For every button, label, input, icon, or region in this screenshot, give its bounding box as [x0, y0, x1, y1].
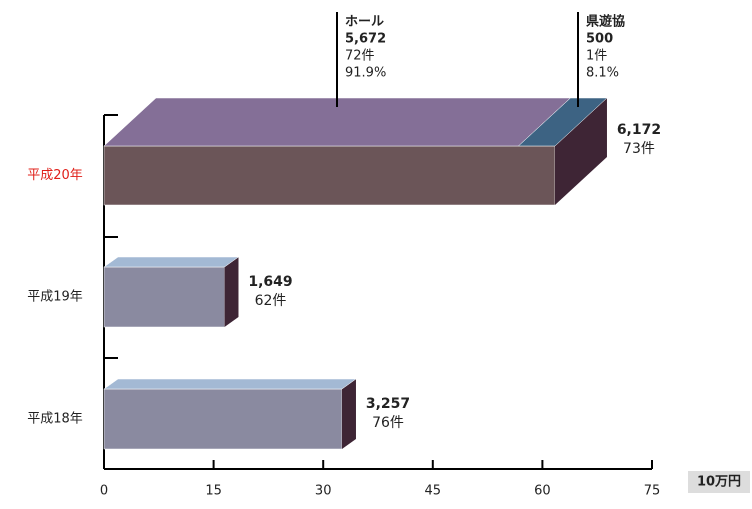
value-label: 1,649: [248, 274, 292, 290]
segment-name: ホール: [345, 15, 384, 30]
x-tick-label: 60: [534, 484, 551, 499]
value-label: 6,172: [617, 122, 661, 138]
category-label: 平成19年: [27, 290, 83, 305]
bar-side: [224, 257, 239, 327]
bar-front: [103, 145, 556, 206]
x-tick-label: 75: [644, 484, 661, 499]
segment-share: 91.9%: [345, 66, 386, 81]
segment-count: 72件: [345, 49, 375, 64]
segment-name: 県遊協: [586, 14, 625, 30]
bar-front: [103, 388, 343, 450]
value-label: 3,257: [366, 396, 410, 412]
bar-top: [103, 256, 240, 268]
bar-front: [103, 266, 225, 328]
segment-share: 8.1%: [586, 66, 619, 81]
segment-value-label: 5,672: [345, 32, 386, 47]
segment-value-label: 500: [586, 32, 613, 47]
category-label: 平成18年: [27, 412, 83, 427]
segment-count: 1件: [586, 49, 607, 64]
count-label: 76件: [372, 415, 404, 431]
x-tick-label: 30: [315, 484, 332, 499]
unit-box: [688, 471, 750, 493]
segment-top: [517, 97, 608, 147]
bar-side: [341, 379, 356, 449]
count-label: 73件: [623, 141, 655, 157]
bar-side: [554, 98, 607, 205]
x-tick-label: 0: [100, 484, 108, 499]
x-tick-label: 15: [205, 484, 222, 499]
count-label: 62件: [255, 293, 287, 309]
bar-top: [103, 378, 357, 390]
x-tick-label: 45: [425, 484, 442, 499]
unit-label: 10万円: [697, 475, 741, 490]
category-label: 平成20年: [27, 168, 83, 183]
